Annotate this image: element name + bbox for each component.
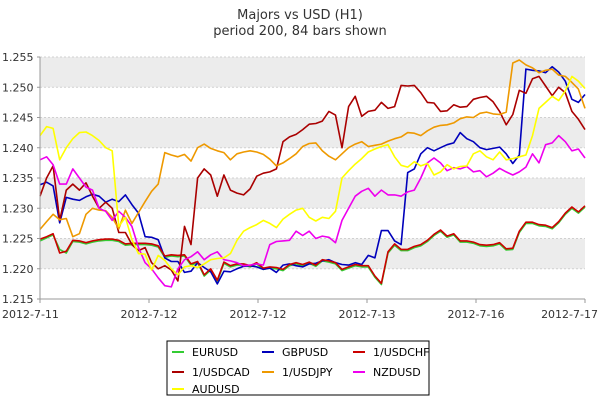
- y-tick-label: 1.230: [2, 202, 34, 215]
- x-axis-ticks: 2012-7-11 2012-7-12 2012-7-12 2012-7-13 2012…: [2, 299, 598, 321]
- y-tick-label: 1.225: [2, 233, 34, 246]
- x-tick-label: 2012-7-11: [2, 308, 59, 321]
- y-tick-label: 1.240: [2, 142, 34, 155]
- legend-label: 1/USDCHF: [373, 346, 430, 359]
- plot-band: [40, 147, 585, 178]
- plot-band: [40, 57, 585, 88]
- y-axis-ticks: 1.215 1.220 1.225 1.230 1.235 1.240 1.245 1.250…: [2, 51, 40, 306]
- x-tick-label: 2012-7-16: [448, 308, 505, 321]
- y-tick-label: 1.235: [2, 172, 34, 185]
- series-line-eurusd: [39, 206, 586, 286]
- y-tick-label: 1.255: [2, 51, 34, 64]
- legend-label: 1/USDCAD: [192, 366, 250, 379]
- series-line-nzdusd: [39, 134, 586, 288]
- plot-band: [40, 268, 585, 299]
- legend-box: [166, 340, 430, 396]
- legend-label: NZDUSD: [373, 366, 421, 379]
- series-line-1-usdcad: [39, 75, 586, 282]
- x-tick-label: 2012-7-12: [121, 308, 178, 321]
- legend-label: AUDUSD: [192, 383, 240, 396]
- x-tick-label: 2012-7-13: [339, 308, 396, 321]
- y-tick-label: 1.250: [2, 81, 34, 94]
- plot-band: [40, 178, 585, 209]
- y-tick-label: 1.245: [2, 112, 34, 125]
- x-tick-label: 2012-7-17: [541, 308, 598, 321]
- chart-subtitle: period 200, 84 bars shown: [213, 24, 387, 39]
- series-line-audusd: [39, 75, 586, 276]
- chart-title: Majors vs USD (H1): [237, 8, 363, 23]
- x-tick-label: 2012-7-12: [230, 308, 287, 321]
- y-tick-label: 1.215: [2, 293, 34, 306]
- legend: EURUSD GBPUSD 1/USDCHF 1/USDCAD 1/USDJPY NZDU…: [166, 340, 430, 396]
- series-lines: [39, 59, 586, 288]
- series-line-1-usdjpy: [39, 59, 586, 238]
- legend-label: GBPUSD: [282, 346, 328, 359]
- legend-label: EURUSD: [192, 346, 238, 359]
- legend-label: 1/USDJPY: [282, 366, 333, 379]
- y-tick-label: 1.220: [2, 263, 34, 276]
